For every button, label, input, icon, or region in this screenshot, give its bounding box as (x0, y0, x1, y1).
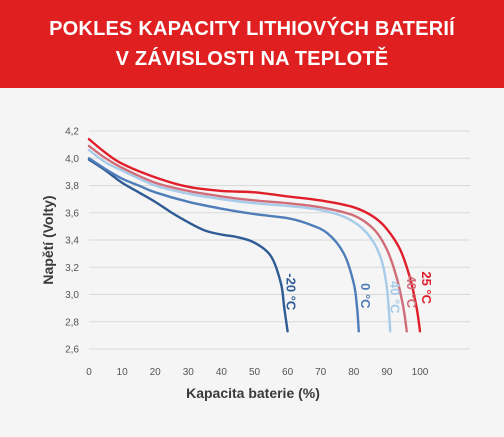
x-tick-label: 80 (348, 367, 360, 378)
series-line-40C (87, 148, 392, 333)
x-tick-label: 40 (216, 367, 228, 378)
y-tick-label: 3,0 (65, 290, 79, 301)
curve-label: 40 °C (388, 281, 403, 314)
x-tick-label: 0 (86, 367, 92, 378)
x-tick-label: 90 (381, 367, 393, 378)
y-tick-label: 4,0 (65, 154, 79, 165)
y-tick-label: 3,4 (65, 236, 79, 247)
curve-label: -20 °C (283, 273, 298, 311)
y-tick-label: 2,8 (65, 317, 79, 328)
x-tick-label: 60 (282, 367, 294, 378)
series-line-minus20C (87, 158, 289, 333)
curve-label: 40 °C (404, 275, 419, 308)
y-tick-label: 2,6 (65, 345, 79, 356)
x-tick-label: 50 (249, 367, 261, 378)
x-tick-label: 30 (183, 367, 195, 378)
series-line-25C (87, 144, 408, 333)
grid-lines (89, 130, 470, 350)
title-line-1: POKLES KAPACITY LITHIOVÝCH BATERIÍ (49, 18, 455, 40)
series-lines (87, 137, 422, 333)
title-banner: POKLES KAPACITY LITHIOVÝCH BATERIÍ V ZÁV… (0, 0, 504, 88)
curve-label: 25 °C (419, 271, 434, 304)
series-line-0C (87, 157, 360, 333)
x-tick-labels: 0 10 20 30 40 50 60 70 80 90 100 (86, 367, 429, 378)
x-tick-label: 10 (117, 367, 129, 378)
title-line-2: V ZÁVISLOSTI NA TEPLOTĚ (115, 48, 389, 70)
series-line-unlabeled (87, 137, 422, 333)
x-tick-label: 20 (150, 367, 162, 378)
curve-label: 0 °C (358, 283, 373, 309)
x-axis-title: Kapacita baterie (%) (186, 385, 320, 401)
curve-labels: -20 °C 0 °C 40 °C 40 °C 25 °C (283, 271, 434, 314)
x-tick-label: 100 (412, 367, 429, 378)
y-tick-label: 3,6 (65, 208, 79, 219)
y-tick-label: 4,2 (65, 127, 79, 138)
y-tick-label: 3,2 (65, 263, 79, 274)
y-tick-labels: 2,6 2,8 3,0 3,2 3,4 3,6 3,8 4,0 4,2 (65, 127, 79, 356)
y-axis-title: Napětí (Volty) (40, 195, 56, 284)
x-tick-label: 70 (315, 367, 327, 378)
y-tick-label: 3,8 (65, 181, 79, 192)
